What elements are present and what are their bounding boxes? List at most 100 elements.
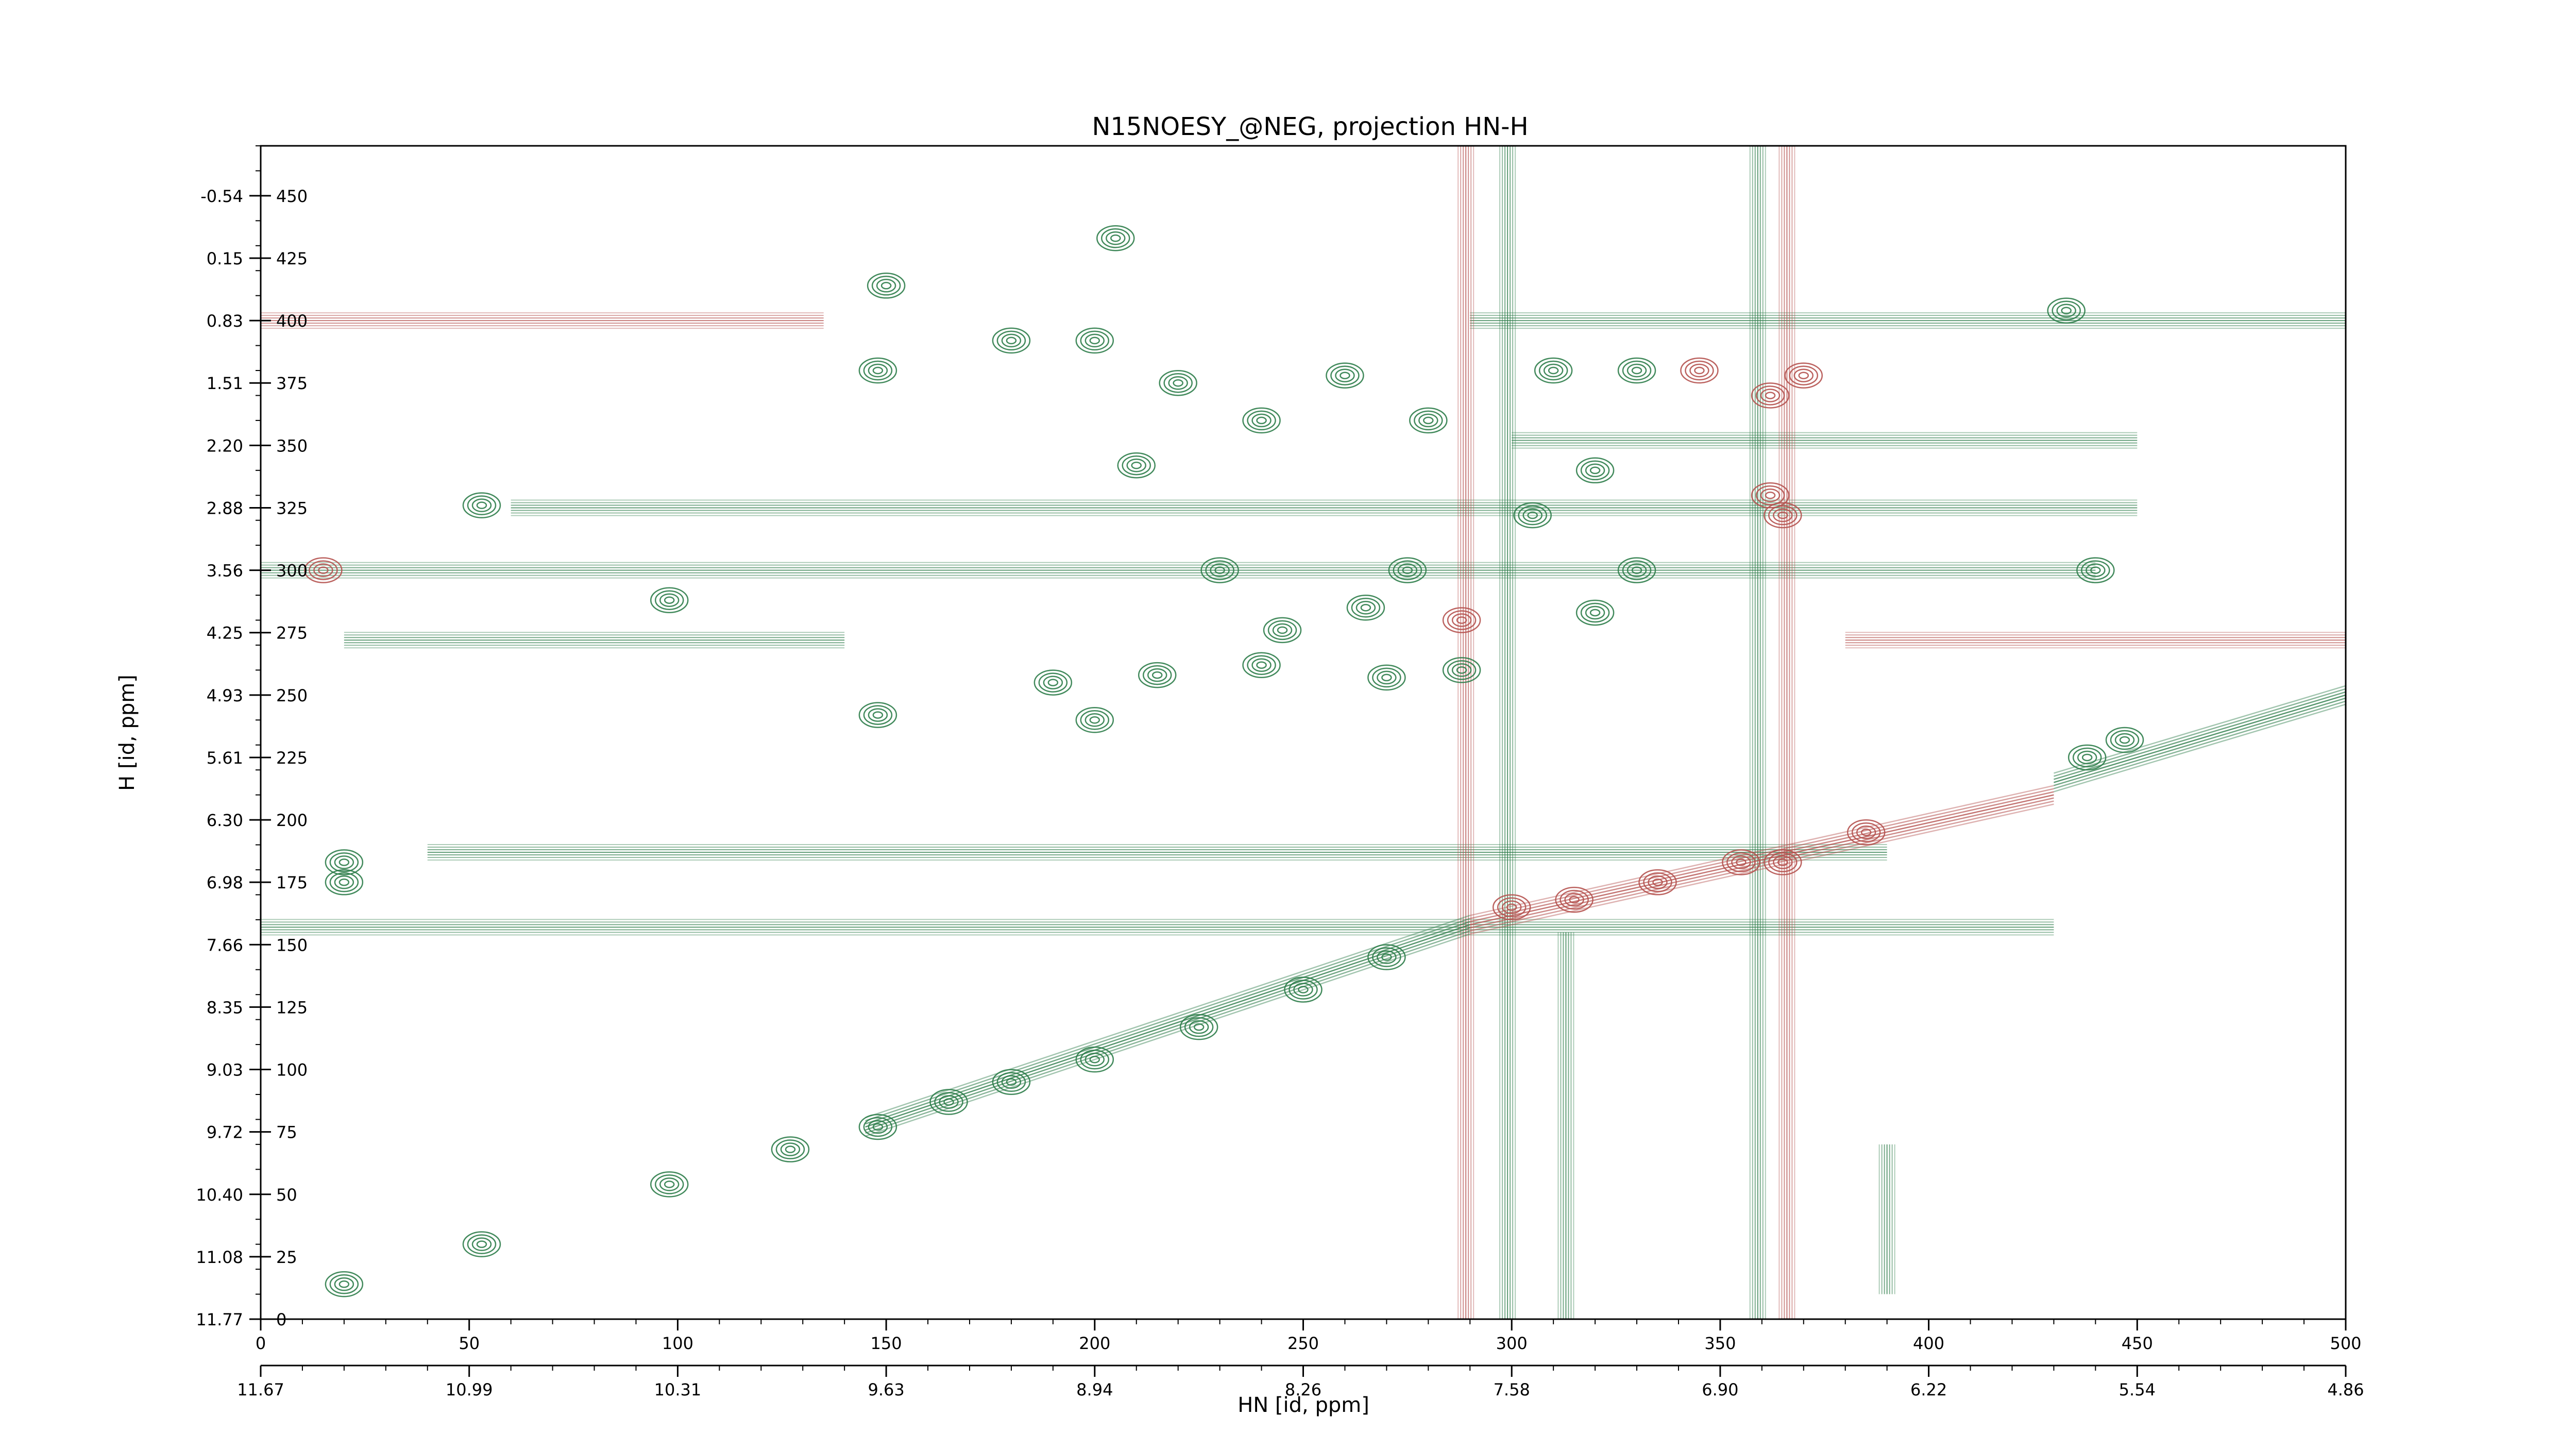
peak	[1575, 599, 1615, 626]
peak	[325, 1271, 364, 1298]
x-index-tick-label: 150	[871, 1334, 902, 1353]
peak	[1513, 502, 1552, 529]
x-index-tick-label: 50	[459, 1334, 480, 1353]
y-ppm-tick-label: 2.20	[207, 436, 243, 456]
peak	[1326, 362, 1364, 389]
y-ppm-tick-label: 6.98	[207, 873, 243, 892]
y-index-tick-label: 350	[276, 436, 308, 456]
peak	[1617, 357, 1656, 384]
x-ppm-tick-label: 8.26	[1285, 1380, 1321, 1400]
x-index-tick-label: 350	[1704, 1334, 1736, 1353]
y-ppm-tick-label: 11.77	[196, 1310, 243, 1329]
chart-title: N15NOESY_@NEG, projection HN-H	[1092, 112, 1528, 141]
peak	[1751, 382, 1790, 409]
y-ppm-tick-label: 9.72	[207, 1123, 243, 1142]
peak	[1033, 669, 1073, 696]
peak	[1555, 886, 1594, 913]
y-ppm-tick-label: 7.66	[207, 935, 243, 955]
y-index-tick-label: 175	[276, 873, 308, 892]
y-index-tick-label: 425	[276, 249, 308, 268]
peak	[1442, 657, 1481, 683]
y-ppm-tick-label: 11.08	[196, 1248, 243, 1267]
horizontal-ridge	[261, 312, 824, 329]
peak	[1346, 595, 1385, 621]
peak	[992, 327, 1031, 354]
y-ppm-tick-label: 4.93	[207, 686, 243, 705]
peak	[325, 849, 364, 875]
plot-frame	[260, 145, 2347, 1320]
y-ppm-tick-label: 5.61	[207, 748, 243, 768]
peak	[462, 492, 501, 518]
peak	[1442, 607, 1481, 633]
x-index-tick-label: 100	[662, 1334, 693, 1353]
peak	[2047, 297, 2086, 324]
y-ppm-tick-label: 2.88	[207, 498, 243, 518]
x-index-tick-label: 500	[2330, 1334, 2361, 1353]
y-ppm-tick-label: 6.30	[207, 811, 243, 830]
peak	[1367, 944, 1406, 970]
horizontal-ridge	[427, 844, 1887, 861]
peak	[2105, 727, 2144, 753]
y-index-tick-label: 25	[276, 1248, 297, 1267]
y-ppm-tick-label: 8.35	[207, 998, 243, 1017]
peak	[992, 1069, 1031, 1096]
y-ppm-tick-label: 3.56	[207, 561, 243, 581]
vertical-ridge	[1499, 146, 1516, 1319]
peak	[1764, 849, 1802, 875]
peak	[1751, 482, 1790, 509]
x-index-tick-label: 400	[1913, 1334, 1944, 1353]
peak	[1846, 819, 1886, 846]
peak	[1096, 225, 1135, 251]
peak	[1138, 662, 1177, 688]
y-index-tick-label: 100	[276, 1060, 308, 1080]
peak	[1117, 452, 1156, 479]
peak	[1075, 327, 1114, 354]
horizontal-ridge	[261, 562, 2096, 579]
y-index-tick-label: 150	[276, 935, 308, 955]
peak	[1242, 407, 1281, 434]
peak	[2076, 557, 2115, 583]
peak	[1784, 362, 1823, 389]
y-index-tick-label: 225	[276, 748, 308, 768]
peak	[1638, 869, 1677, 896]
peak	[858, 1114, 897, 1140]
y-index-tick-label: 400	[276, 311, 308, 331]
y-ppm-tick-label: -0.54	[200, 187, 243, 206]
y-ppm-tick-label: 0.83	[207, 311, 243, 331]
peak	[1388, 557, 1427, 583]
x-axis-title: HN [id, ppm]	[1238, 1393, 1369, 1417]
y-ppm-tick-label: 9.03	[207, 1060, 243, 1080]
peak	[1492, 894, 1531, 920]
vertical-ridge	[1749, 146, 1766, 1319]
y-index-tick-label: 75	[276, 1123, 297, 1142]
peak	[1617, 557, 1656, 583]
peak	[867, 273, 906, 299]
vertical-ridge	[1878, 1144, 1895, 1294]
peak	[2067, 744, 2107, 771]
peak	[1200, 557, 1239, 583]
diagonal-ridge	[865, 915, 1470, 1137]
x-ppm-tick-label: 6.22	[1910, 1380, 1947, 1400]
x-index-tick-label: 250	[1287, 1334, 1319, 1353]
x-ppm-tick-label: 9.63	[868, 1380, 904, 1400]
peak	[858, 702, 897, 728]
x-ppm-tick-label: 6.90	[1702, 1380, 1738, 1400]
y-ppm-tick-label: 0.15	[207, 249, 243, 268]
peak	[462, 1231, 501, 1257]
peak	[1680, 357, 1719, 384]
horizontal-ridge	[344, 632, 845, 649]
y-ppm-tick-label: 10.40	[196, 1185, 243, 1205]
peak	[1242, 652, 1281, 678]
peak	[771, 1136, 810, 1162]
peak	[858, 357, 897, 384]
peak	[1179, 1014, 1218, 1040]
y-index-tick-label: 250	[276, 686, 308, 705]
vertical-ridge	[1778, 146, 1795, 1319]
peak	[1764, 502, 1802, 529]
x-ppm-tick-label: 11.67	[237, 1380, 284, 1400]
x-ppm-tick-label: 5.54	[2119, 1380, 2156, 1400]
y-index-tick-label: 200	[276, 811, 308, 830]
x-ppm-tick-label: 10.31	[654, 1380, 702, 1400]
x-index-tick-label: 450	[2122, 1334, 2153, 1353]
